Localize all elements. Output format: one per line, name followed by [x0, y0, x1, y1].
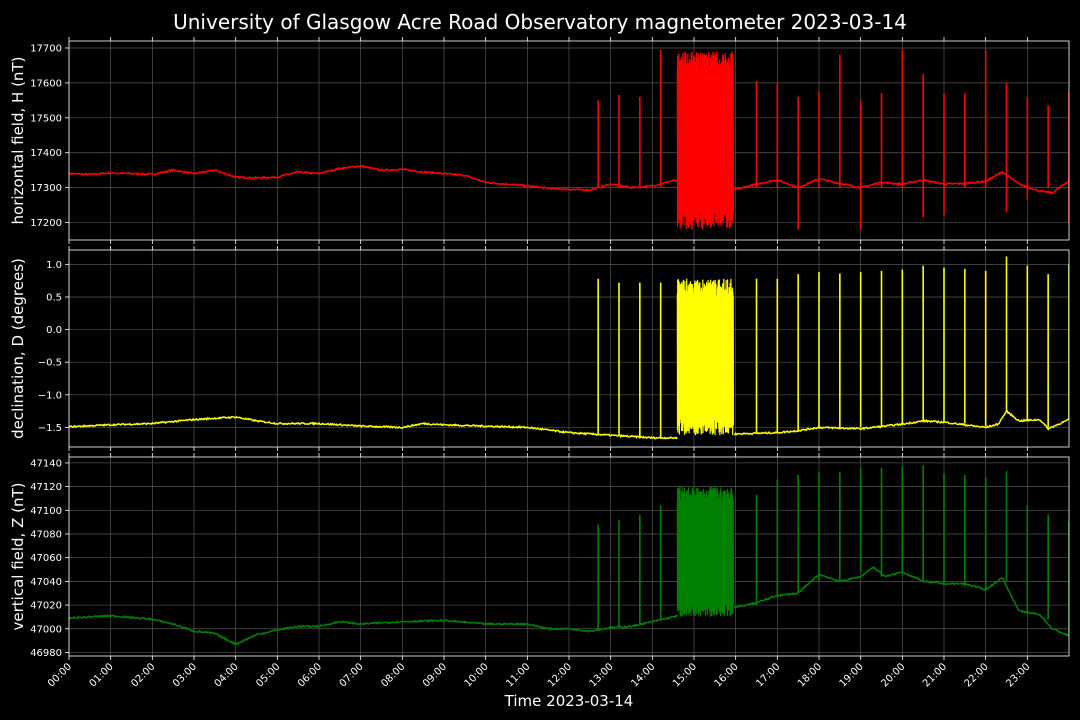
series-z: [69, 465, 1069, 646]
x-tick-label: 14:00: [629, 661, 657, 689]
x-tick-label: 12:00: [546, 661, 574, 689]
y-tick-label: 1.0: [46, 260, 62, 271]
y-tick-label: 17300: [30, 183, 62, 194]
y-axis-label: declination, D (degrees): [9, 258, 27, 439]
y-tick-label: 17700: [30, 43, 62, 54]
burst-region: [676, 278, 734, 436]
y-tick-label: 17400: [30, 148, 62, 159]
y-tick-label: 47020: [30, 601, 62, 612]
y-tick-label: 47140: [30, 458, 62, 469]
axes-frame: [68, 456, 1070, 657]
y-axis-label: horizontal field, H (nT): [9, 57, 27, 225]
y-tick-label: 47080: [30, 529, 62, 540]
x-tick-label: 21:00: [921, 661, 949, 689]
y-tick-label: −1.0: [38, 390, 62, 401]
y-tick-label: 0.5: [46, 292, 62, 303]
x-tick-label: 16:00: [713, 661, 741, 689]
series-h: [69, 49, 1069, 230]
x-tick-label: 08:00: [379, 661, 407, 689]
x-tick-label: 10:00: [463, 661, 491, 689]
x-tick-label: 00:00: [46, 661, 74, 689]
y-tick-label: 0.0: [46, 325, 62, 336]
y-tick-label: 47120: [30, 482, 62, 493]
y-tick-label: 47040: [30, 577, 62, 588]
series-d: [69, 256, 1069, 440]
x-tick-label: 20:00: [879, 661, 907, 689]
axes-frame: [68, 249, 1070, 448]
axes-frame: [68, 40, 1070, 241]
x-tick-label: 09:00: [421, 661, 449, 689]
y-tick-label: 17200: [30, 218, 62, 229]
x-tick-label: 03:00: [171, 661, 199, 689]
x-tick-label: 11:00: [504, 661, 532, 689]
x-tick-label: 22:00: [963, 661, 991, 689]
x-tick-label: 19:00: [838, 661, 866, 689]
y-axis-label: vertical field, Z (nT): [9, 482, 27, 630]
panel-h: 17200 17300 17400 17500 17600 17700horizontal…: [9, 37, 1070, 244]
x-tick-label: 18:00: [796, 661, 824, 689]
x-tick-label: 15:00: [671, 661, 699, 689]
x-tick-label: 23:00: [1004, 661, 1032, 689]
y-tick-label: 17500: [30, 113, 62, 124]
panels: 17200 17300 17400 17500 17600 17700horizontal…: [9, 37, 1070, 690]
y-tick-label: 46980: [30, 648, 62, 659]
x-axis-label: Time 2023-03-14: [504, 692, 634, 710]
y-tick-label: −1.5: [38, 423, 62, 434]
series-line: [69, 565, 1069, 646]
burst-region: [676, 486, 734, 617]
x-tick-label: 13:00: [588, 661, 616, 689]
panel-d: −1.5 −1.0 −0.5 0.0 0.5 1.0 declination, D (deg…: [9, 246, 1070, 451]
x-tick-label: 07:00: [338, 661, 366, 689]
x-tick-label: 06:00: [296, 661, 324, 689]
y-tick-label: 17600: [30, 78, 62, 89]
x-tick-label: 05:00: [254, 661, 282, 689]
x-tick-label: 04:00: [213, 661, 241, 689]
chart-title: University of Glasgow Acre Road Observat…: [173, 10, 907, 34]
x-tick-label: 17:00: [754, 661, 782, 689]
y-tick-label: 47000: [30, 624, 62, 635]
y-tick-label: 47100: [30, 506, 62, 517]
x-tick-label: 02:00: [129, 661, 157, 689]
y-tick-label: −0.5: [38, 358, 62, 369]
x-tick-label: 01:00: [88, 661, 116, 689]
y-tick-label: 47060: [30, 553, 62, 564]
burst-region: [676, 51, 734, 230]
panel-z: 46980 47000 47020 47040 47060 47080 47100 47120…: [9, 453, 1070, 660]
series-line: [69, 164, 1069, 195]
series-line: [69, 409, 1069, 440]
